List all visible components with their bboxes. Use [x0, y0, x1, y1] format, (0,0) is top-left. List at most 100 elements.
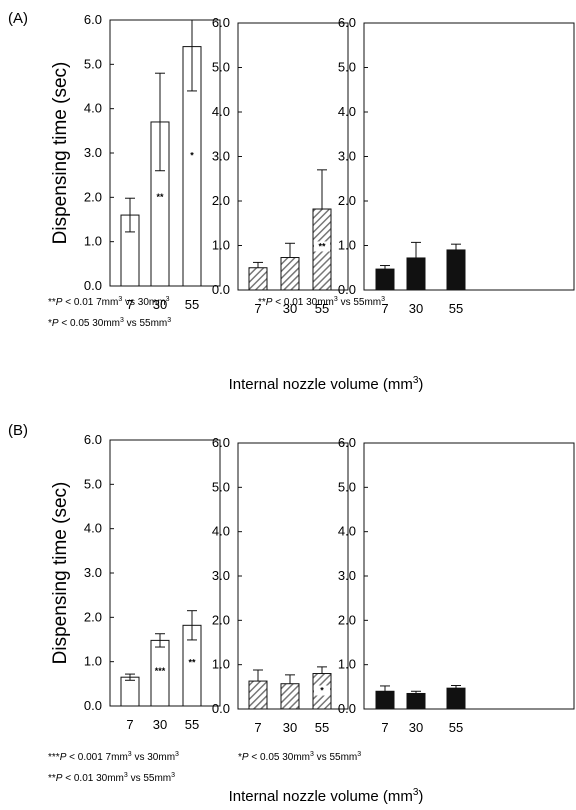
y-tick-label: 6.0	[338, 435, 356, 450]
significance-mark: *	[320, 685, 324, 695]
note-part: < 0.01 30mm	[62, 773, 123, 784]
y-tick-label: 3.0	[338, 568, 356, 583]
y-tick-label: 2.0	[338, 612, 356, 627]
bar	[446, 687, 466, 710]
panel-label: (B)	[8, 422, 28, 439]
note-part: P	[52, 318, 59, 329]
plot-frame	[237, 442, 349, 710]
y-tick-label: 4.0	[212, 104, 230, 119]
x-tick-label: 7	[381, 301, 388, 316]
y-tick-label: 0.0	[212, 282, 230, 297]
note-part: 3	[128, 751, 132, 758]
bar	[406, 257, 426, 291]
y-tick-label: 0.0	[212, 701, 230, 716]
bar	[406, 692, 426, 710]
plot-frame	[363, 22, 575, 291]
x-tick-label: 30	[283, 720, 297, 735]
x-axis-label: Internal nozzle volume (mm3)	[229, 375, 424, 393]
note-part: vs 55mm	[128, 773, 171, 784]
note-part: ***	[48, 752, 60, 763]
y-tick-label: 3.0	[338, 149, 356, 164]
y-tick-label: 2.0	[212, 193, 230, 208]
y-axis-label: Dispensing time (sec)	[50, 62, 71, 245]
note-part: 3	[175, 751, 179, 758]
note-part: 3	[124, 772, 128, 779]
significance-note: ***P < 0.001 7mm3 vs 30mm3	[48, 751, 179, 763]
note-part: P	[266, 297, 273, 308]
x-tick-label: 55	[315, 720, 329, 735]
note-part: 3	[334, 296, 338, 303]
note-part: **	[258, 297, 266, 308]
note-part: 3	[381, 296, 385, 303]
y-tick-label: 0.0	[84, 278, 102, 293]
note-part: < 0.05 30mm	[249, 752, 310, 763]
y-tick-label: 3.0	[84, 565, 102, 580]
note-part: < 0.01 7mm	[62, 297, 118, 308]
y-tick-label: 3.0	[212, 149, 230, 164]
y-tick-label: 3.0	[84, 145, 102, 160]
x-axis-label-text: Internal nozzle volume (mm	[229, 376, 413, 393]
y-tick-label: 0.0	[338, 282, 356, 297]
note-part: 3	[171, 772, 175, 779]
y-tick-label: 4.0	[338, 104, 356, 119]
note-part: 3	[310, 751, 314, 758]
y-tick-label: 3.0	[212, 568, 230, 583]
note-part: vs 55mm	[314, 752, 357, 763]
y-tick-label: 6.0	[212, 15, 230, 30]
x-tick-label: 55	[449, 720, 463, 735]
significance-note: **P < 0.01 30mm3 vs 55mm3	[48, 772, 175, 784]
note-part: 3	[167, 317, 171, 324]
bar	[446, 249, 466, 291]
y-tick-label: 4.0	[84, 521, 102, 536]
note-part: P	[56, 773, 63, 784]
y-tick-label: 2.0	[212, 612, 230, 627]
note-part: vs 55mm	[124, 318, 167, 329]
x-tick-label: 7	[381, 720, 388, 735]
bar	[120, 676, 140, 707]
x-tick-label: 30	[153, 717, 167, 732]
y-tick-label: 1.0	[338, 238, 356, 253]
y-tick-label: 0.0	[338, 701, 356, 716]
x-axis-label-sup: 3	[413, 375, 419, 386]
y-tick-label: 1.0	[212, 657, 230, 672]
y-tick-label: 2.0	[338, 193, 356, 208]
y-tick-label: 1.0	[84, 654, 102, 669]
note-part: P	[242, 752, 249, 763]
x-axis-label-close: )	[418, 376, 423, 393]
significance-note: **P < 0.01 7mm3 vs 30mm3	[48, 296, 170, 308]
note-part: 3	[118, 296, 122, 303]
bar	[280, 683, 300, 710]
x-tick-label: 55	[185, 297, 199, 312]
y-tick-label: 5.0	[212, 60, 230, 75]
significance-note: **P < 0.01 30mm3 vs 55mm3	[258, 296, 385, 308]
plot-frame	[363, 442, 575, 710]
y-tick-label: 4.0	[338, 524, 356, 539]
x-tick-label: 30	[283, 301, 297, 316]
note-part: **	[48, 773, 56, 784]
bar	[375, 690, 395, 710]
bar	[375, 268, 395, 291]
x-tick-label: 7	[254, 301, 261, 316]
note-part: *	[48, 318, 52, 329]
y-tick-label: 1.0	[84, 234, 102, 249]
y-tick-label: 2.0	[84, 189, 102, 204]
y-tick-label: 1.0	[338, 657, 356, 672]
y-tick-label: 4.0	[84, 101, 102, 116]
x-tick-label: 55	[185, 717, 199, 732]
note-part: < 0.01 30mm	[272, 297, 333, 308]
significance-mark: *	[190, 150, 194, 160]
x-tick-label: 30	[409, 301, 423, 316]
panel-label: (A)	[8, 10, 28, 27]
note-part: vs 30mm	[122, 297, 165, 308]
significance-backdrop	[314, 241, 330, 252]
y-tick-label: 2.0	[84, 609, 102, 624]
y-tick-label: 6.0	[212, 435, 230, 450]
note-part: 3	[357, 751, 361, 758]
y-tick-label: 6.0	[338, 15, 356, 30]
note-part: P	[60, 752, 67, 763]
note-part: 3	[166, 296, 170, 303]
y-tick-label: 5.0	[84, 476, 102, 491]
bar	[248, 267, 268, 291]
x-tick-label: 7	[126, 297, 133, 312]
note-part: **	[48, 297, 56, 308]
